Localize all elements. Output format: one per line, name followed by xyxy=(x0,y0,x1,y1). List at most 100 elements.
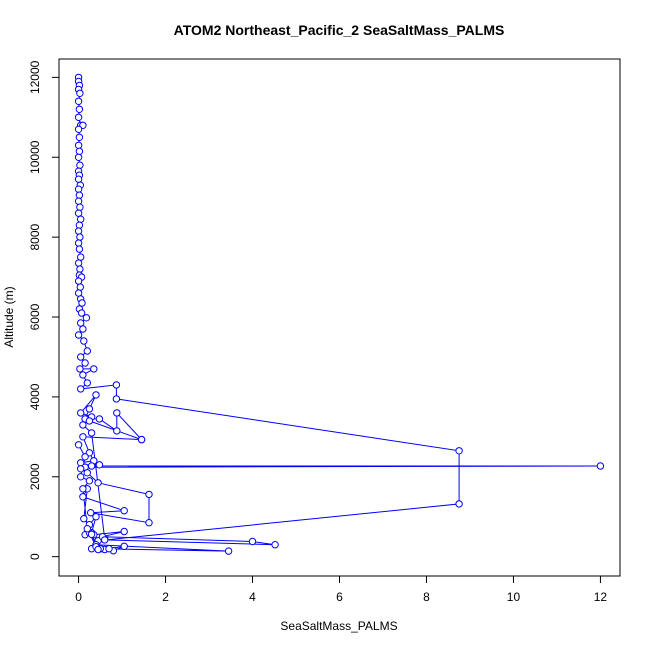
data-point xyxy=(113,409,121,417)
data-point xyxy=(74,227,83,235)
data-point xyxy=(83,525,92,533)
data-point xyxy=(74,113,83,122)
y-tick-label: 2000 xyxy=(28,463,42,490)
data-point xyxy=(78,299,86,307)
data-point xyxy=(75,147,84,156)
data-point xyxy=(75,191,84,199)
y-tick-label: 0 xyxy=(28,553,42,560)
data-point xyxy=(74,331,83,339)
data-point xyxy=(596,462,605,470)
data-point xyxy=(77,409,85,417)
data-point xyxy=(137,435,146,444)
data-point xyxy=(77,473,85,481)
data-point xyxy=(77,319,85,327)
x-tick-label: 6 xyxy=(336,590,343,604)
data-point xyxy=(74,197,83,205)
data-point xyxy=(113,427,121,435)
data-point xyxy=(87,530,96,538)
data-point xyxy=(94,545,102,554)
data-point xyxy=(85,417,94,425)
data-point xyxy=(77,215,85,223)
data-point xyxy=(80,515,88,523)
data-point xyxy=(85,405,94,413)
data-point xyxy=(79,325,87,333)
data-point xyxy=(79,371,87,379)
x-tick-label: 0 xyxy=(75,590,82,604)
data-point xyxy=(77,465,85,473)
data-point xyxy=(145,519,153,527)
data-point xyxy=(271,541,279,549)
data-point xyxy=(76,233,84,241)
data-point xyxy=(75,105,84,114)
x-tick-label: 8 xyxy=(423,590,430,604)
data-point xyxy=(105,545,113,553)
x-tick-label: 10 xyxy=(507,590,521,604)
data-point xyxy=(76,203,84,211)
data-point xyxy=(455,500,463,508)
plot-frame xyxy=(58,58,621,577)
data-point xyxy=(94,479,102,487)
data-point xyxy=(74,97,83,106)
x-tick-label: 12 xyxy=(594,590,608,604)
data-point xyxy=(81,359,89,367)
data-point xyxy=(83,469,92,477)
data-point xyxy=(87,429,96,437)
data-point xyxy=(224,547,233,555)
data-point xyxy=(74,175,83,183)
data-point xyxy=(79,485,87,493)
x-tick-label: 2 xyxy=(162,590,169,604)
data-point xyxy=(248,537,257,546)
data-point xyxy=(79,421,87,429)
data-point xyxy=(76,365,84,373)
y-tick-label: 8000 xyxy=(28,223,42,250)
data-point xyxy=(77,353,85,361)
data-point xyxy=(92,391,100,399)
data-point xyxy=(74,277,83,285)
data-point xyxy=(80,337,88,345)
data-point xyxy=(82,314,91,322)
x-axis-label: SeaSaltMass_PALMS xyxy=(280,619,397,633)
data-point xyxy=(74,185,83,193)
data-point xyxy=(76,283,85,291)
data-point xyxy=(83,379,92,387)
data-point xyxy=(79,493,87,501)
y-tick-label: 12000 xyxy=(28,60,42,94)
data-point xyxy=(120,527,128,536)
chart-title: ATOM2 Northeast_Pacific_2 SeaSaltMass_PA… xyxy=(174,22,505,38)
y-tick-label: 10000 xyxy=(28,140,42,174)
data-point xyxy=(83,347,92,355)
data-point xyxy=(77,309,86,317)
data-point xyxy=(76,265,84,273)
data-point xyxy=(81,453,89,461)
data-point xyxy=(85,477,94,485)
y-axis: 0 2000 4000 6000 8000 10000 12000 xyxy=(28,60,60,560)
data-point xyxy=(74,239,83,247)
data-point xyxy=(120,507,128,515)
data-point xyxy=(75,133,84,142)
data-point xyxy=(74,153,83,162)
series-line xyxy=(77,77,601,552)
data-point xyxy=(95,461,104,469)
data-point xyxy=(77,253,85,261)
data-point xyxy=(112,395,121,403)
data-point xyxy=(74,125,83,134)
data-point xyxy=(79,433,87,441)
data-point xyxy=(90,365,98,373)
data-point xyxy=(75,245,84,253)
y-tick-label: 4000 xyxy=(28,383,42,410)
data-point xyxy=(74,259,83,267)
data-point xyxy=(75,221,84,229)
series-layer xyxy=(74,73,605,555)
data-point xyxy=(87,462,96,470)
data-point xyxy=(92,513,100,521)
data-point xyxy=(87,509,95,517)
data-point xyxy=(101,536,109,544)
data-point xyxy=(455,447,463,455)
y-tick-label: 6000 xyxy=(28,303,42,330)
data-point xyxy=(74,141,83,150)
data-point xyxy=(145,490,153,499)
data-point xyxy=(95,415,104,423)
x-axis: 0 2 4 6 8 10 12 xyxy=(75,575,608,604)
y-axis-label: Altitude (m) xyxy=(2,286,16,347)
